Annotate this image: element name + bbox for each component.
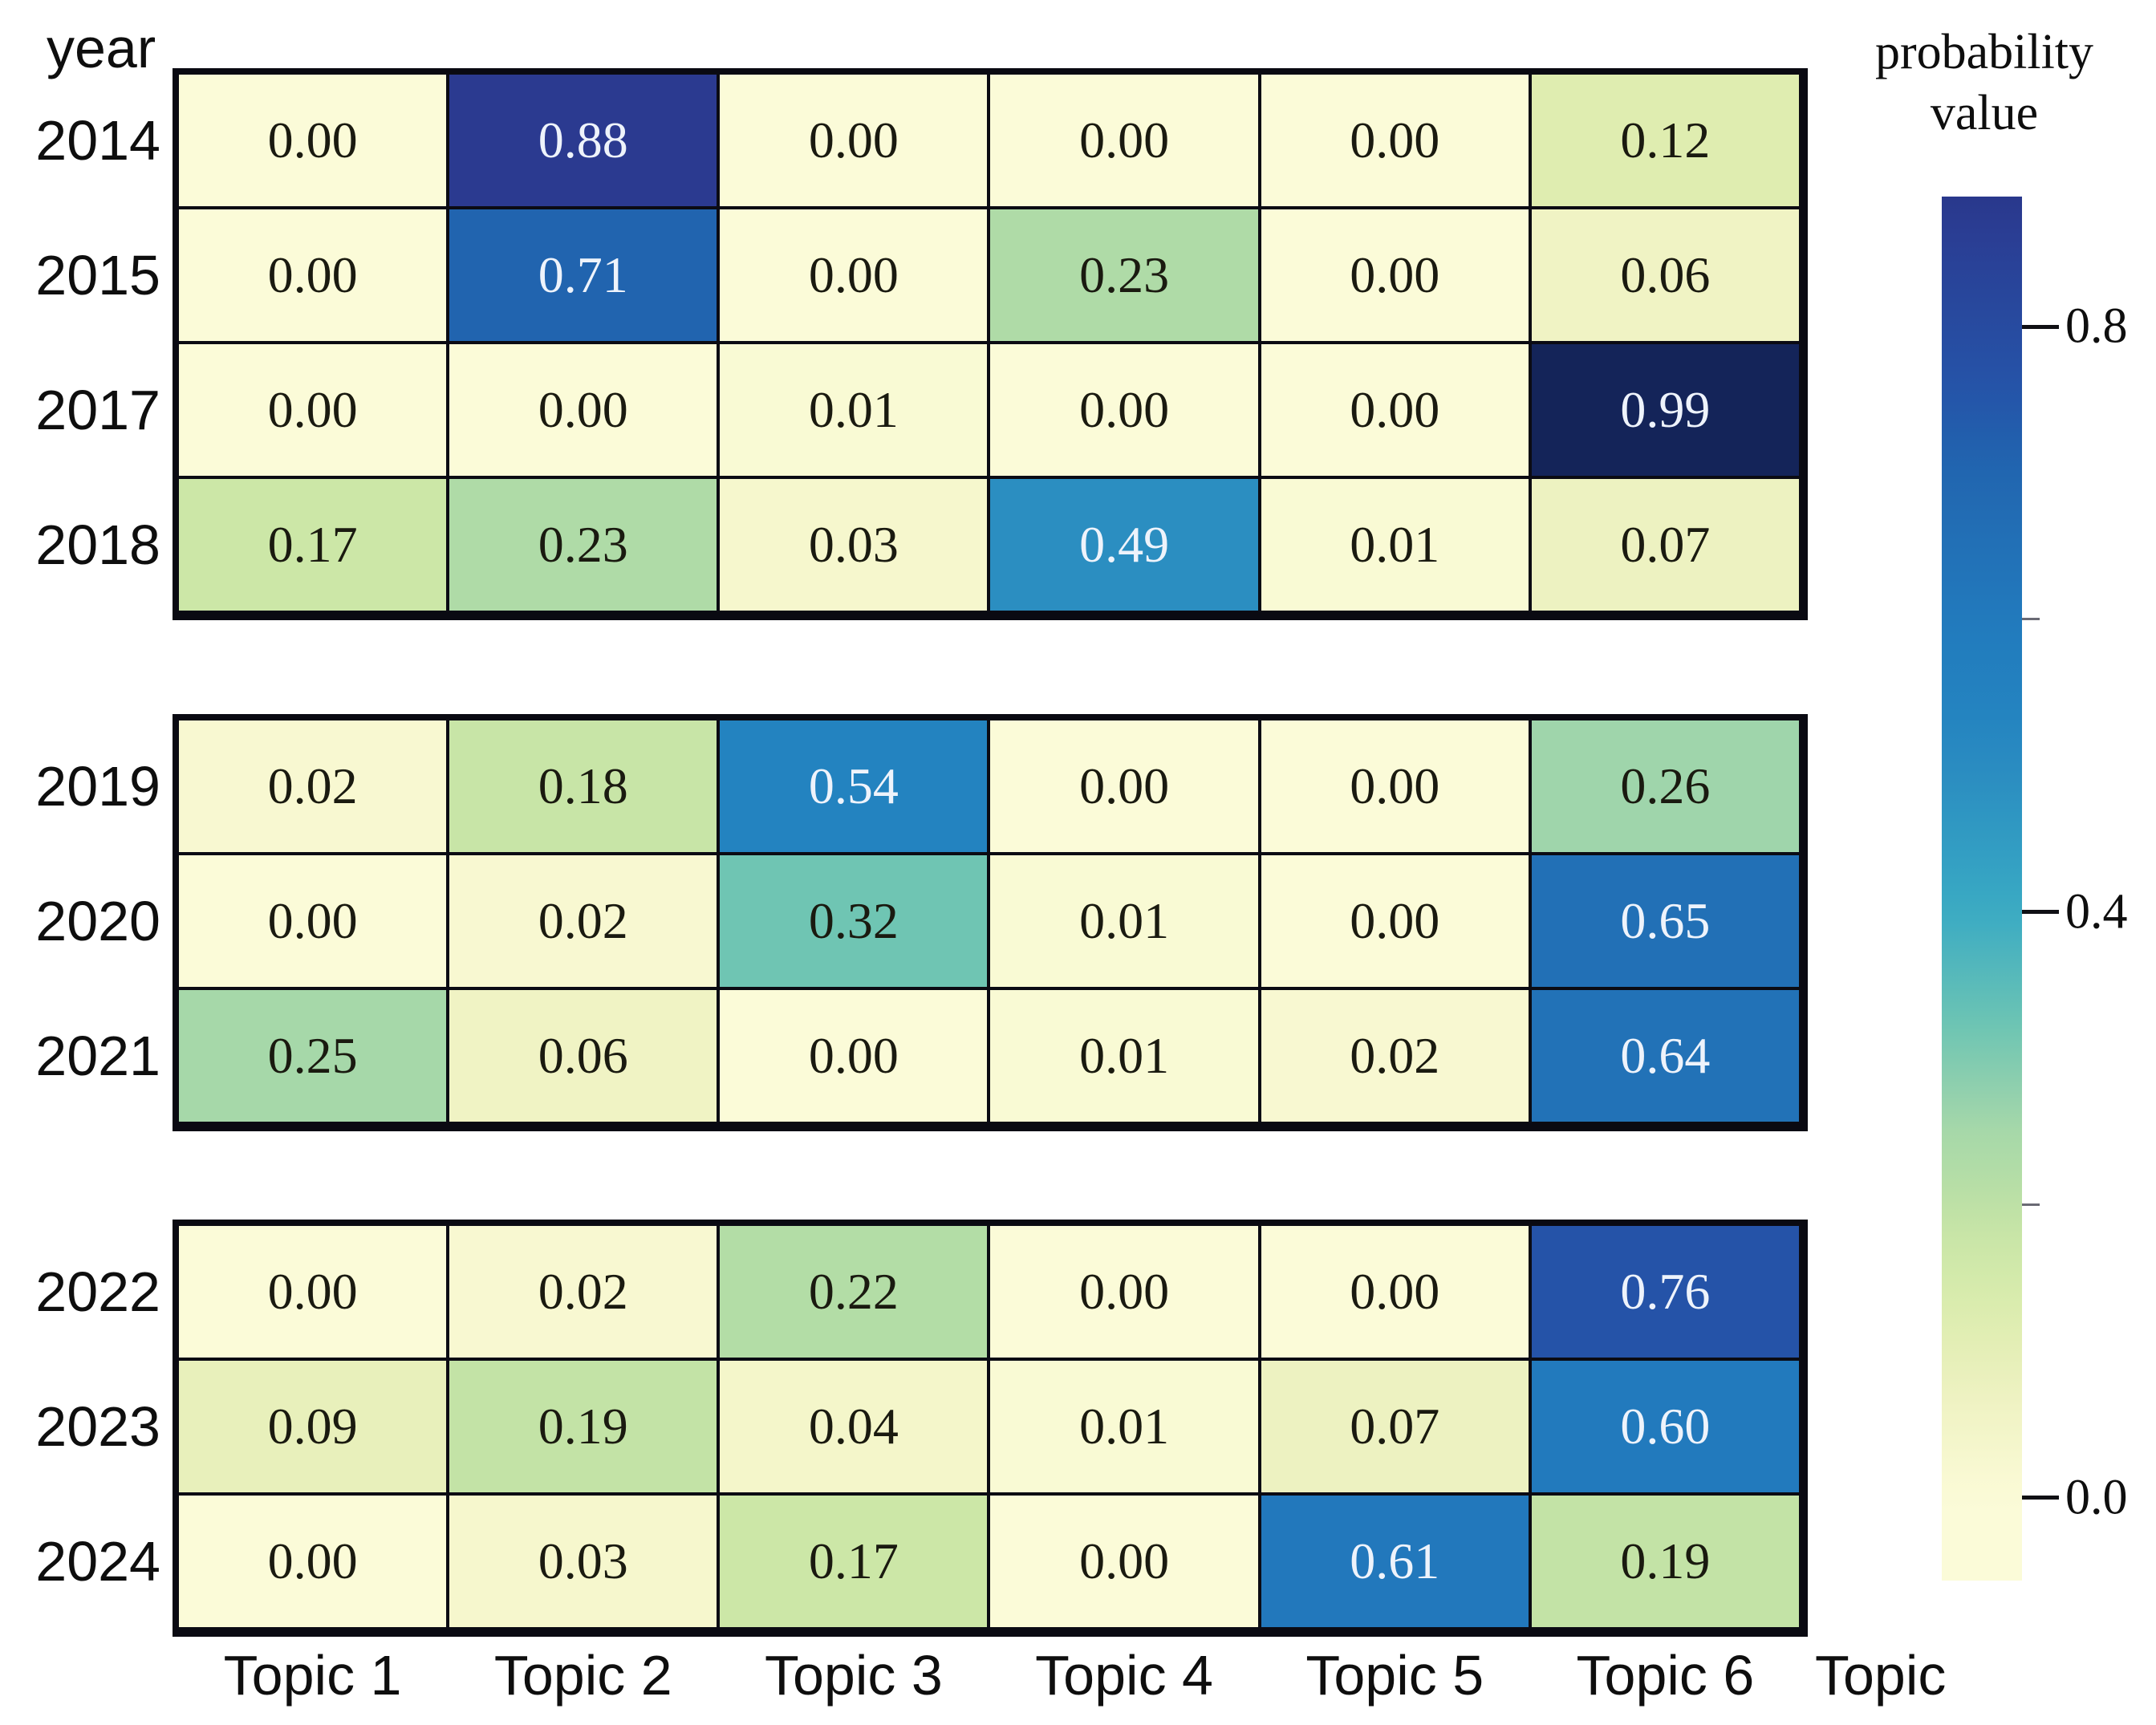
colorbar-title: probability value [1840,22,2129,144]
year-label: 2017 [35,379,160,441]
heatmap-cell: 0.01 [989,854,1260,988]
heatmap-cell: 0.19 [448,1359,719,1494]
colorbar-minor-tick [2022,618,2040,621]
heatmap-cell: 0.00 [1259,1224,1530,1359]
heatmap-cell: 0.02 [177,719,449,854]
heatmap-cell: 0.00 [177,854,449,988]
heatmap-cell: 0.18 [448,719,719,854]
x-axis-title: Topic [1815,1644,1947,1707]
heatmap-cell: 0.00 [989,1494,1260,1629]
y-axis-title: year [47,17,156,79]
heatmap-cell: 0.00 [177,1224,449,1359]
heatmap-cell: 0.01 [989,1359,1260,1494]
heatmap-cell: 0.00 [989,73,1260,208]
colorbar-tick [2022,1496,2059,1500]
year-label: 2023 [35,1395,160,1458]
heatmap-cell: 0.01 [718,343,989,477]
colorbar-gradient [1942,197,2022,1581]
colorbar-tick-label: 0.8 [2065,298,2128,354]
heatmap-cell: 0.00 [1259,343,1530,477]
heatmap-cell: 0.17 [177,477,449,612]
heatmap-cell: 0.04 [718,1359,989,1494]
heatmap-cell: 0.02 [1259,988,1530,1123]
heatmap-cell: 0.06 [1529,208,1801,343]
colorbar-minor-tick [2022,1203,2040,1207]
heatmap-cell: 0.54 [718,719,989,854]
year-label: 2019 [35,755,160,818]
heatmap-cell: 0.60 [1529,1359,1801,1494]
heatmap-cell: 0.22 [718,1224,989,1359]
heatmap-cell: 0.00 [1259,73,1530,208]
heatmap-cell: 0.23 [989,208,1260,343]
heatmap-cell: 0.01 [1259,477,1530,612]
heatmap-cell: 0.00 [177,208,449,343]
year-label: 2022 [35,1260,160,1323]
heatmap-cell: 0.26 [1529,719,1801,854]
heatmap-cell: 0.03 [718,477,989,612]
heatmap-cell: 0.07 [1259,1359,1530,1494]
heatmap-cell: 0.00 [718,73,989,208]
year-label: 2021 [35,1025,160,1087]
heatmap-cell: 0.00 [1259,208,1530,343]
heatmap-cell: 0.07 [1529,477,1801,612]
heatmap-cell: 0.00 [718,208,989,343]
heatmap-cell: 0.32 [718,854,989,988]
heatmap-cell: 0.00 [177,1494,449,1629]
topic-label: Topic 1 [223,1644,402,1707]
year-label: 2015 [35,244,160,306]
colorbar-tick [2022,324,2059,329]
heatmap-cell: 0.03 [448,1494,719,1629]
colorbar-tick-label: 0.0 [2065,1470,2128,1524]
heatmap-cell: 0.01 [989,988,1260,1123]
heatmap-cell: 0.49 [989,477,1260,612]
heatmap-cell: 0.02 [448,854,719,988]
heatmap-block: 0.00 0.88 0.00 0.00 0.00 0.12 0.00 0.71 0.00 0.23… [173,68,1808,620]
year-label: 2018 [35,513,160,576]
topic-label: Topic 4 [1035,1644,1213,1707]
heatmap-cell: 0.12 [1529,73,1801,208]
heatmap-cell: 0.00 [718,988,989,1123]
heatmap-cell: 0.76 [1529,1224,1801,1359]
topic-label: Topic 6 [1576,1644,1755,1707]
heatmap-cell: 0.99 [1529,343,1801,477]
heatmap-cell: 0.61 [1259,1494,1530,1629]
heatmap-cell: 0.00 [177,343,449,477]
heatmap-cell: 0.19 [1529,1494,1801,1629]
heatmap-cell: 0.25 [177,988,449,1123]
heatmap-cell: 0.00 [989,719,1260,854]
colorbar-tick-label: 0.4 [2065,884,2128,940]
colorbar-tick [2022,910,2059,915]
heatmap-cell: 0.00 [448,343,719,477]
heatmap-cell: 0.88 [448,73,719,208]
heatmap-cell: 0.00 [1259,854,1530,988]
heatmap-cell: 0.00 [1259,719,1530,854]
heatmap-cell: 0.00 [989,1224,1260,1359]
heatmap-cell: 0.23 [448,477,719,612]
heatmap-cell: 0.64 [1529,988,1801,1123]
heatmap-cell: 0.00 [177,73,449,208]
heatmap-cell: 0.65 [1529,854,1801,988]
year-label: 2014 [35,109,160,172]
colorbar-title-line2: value [1930,85,2039,140]
year-label: 2020 [35,890,160,952]
topic-label: Topic 5 [1305,1644,1484,1707]
topic-label: Topic 3 [765,1644,943,1707]
heatmap-cell: 0.00 [989,343,1260,477]
heatmap-cell: 0.17 [718,1494,989,1629]
heatmap-cell: 0.09 [177,1359,449,1494]
heatmap-cell: 0.06 [448,988,719,1123]
heatmap-cell: 0.02 [448,1224,719,1359]
heatmap-cell: 0.71 [448,208,719,343]
topic-label: Topic 2 [493,1644,672,1707]
year-label: 2024 [35,1530,160,1593]
heatmap-block: 0.00 0.02 0.22 0.00 0.00 0.76 0.09 0.19 0.04 0.01… [173,1220,1808,1637]
colorbar-title-line1: probability [1874,25,2094,79]
heatmap-block: 0.02 0.18 0.54 0.00 0.00 0.26 0.00 0.02 0.32 0.01… [173,714,1808,1131]
